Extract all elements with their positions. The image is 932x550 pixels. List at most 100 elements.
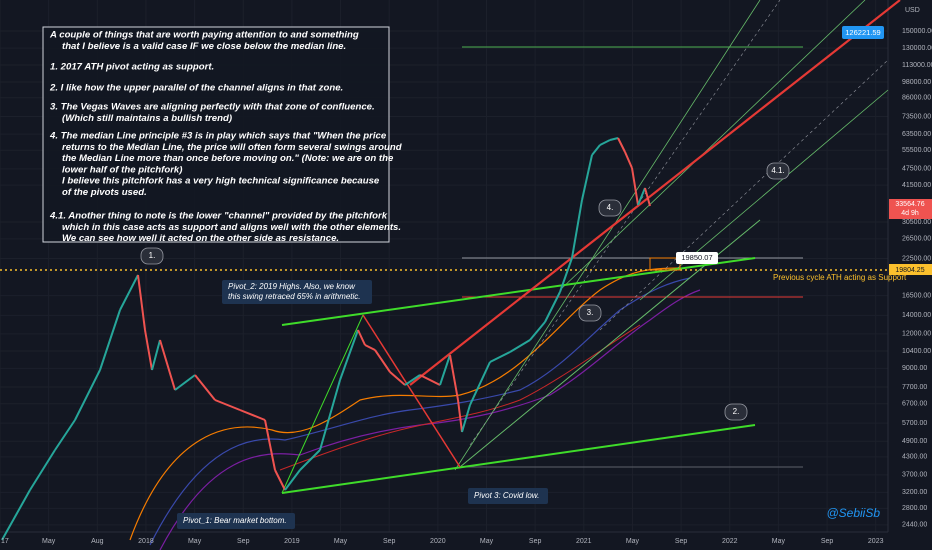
price-segment bbox=[339, 329, 359, 381]
price-segment bbox=[357, 329, 366, 346]
marker-label: 2. bbox=[733, 407, 740, 416]
y-tick-label: 150000.00 bbox=[902, 28, 932, 35]
price-segment bbox=[151, 339, 161, 371]
annotation-line: 4.1. Another thing to note is the lower … bbox=[49, 211, 388, 222]
annotation-line: (Which still maintains a bullish trend) bbox=[62, 113, 232, 124]
x-tick-label: May bbox=[334, 538, 348, 545]
price-segment bbox=[529, 321, 546, 341]
annotation-line: A couple of things that are worth paying… bbox=[49, 30, 359, 41]
x-tick-label: 17 bbox=[1, 538, 9, 545]
price-segment bbox=[137, 274, 146, 331]
price-segment bbox=[264, 419, 276, 471]
pitchfork-leg bbox=[281, 314, 364, 494]
price-segment bbox=[544, 291, 561, 323]
price-segment bbox=[461, 404, 471, 433]
markers: 1. 2. 3. 4. 4.1. bbox=[140, 162, 790, 421]
pitchfork-upper bbox=[281, 257, 756, 326]
channel-line bbox=[559, 0, 866, 291]
y-tick-label: 3200.00 bbox=[902, 489, 927, 496]
watermark: @SebiiSb bbox=[826, 506, 880, 520]
ema-line bbox=[159, 289, 701, 550]
price-series bbox=[1, 137, 651, 541]
price-segment bbox=[194, 374, 216, 401]
median-line bbox=[409, 0, 901, 386]
y-tick-label: 30500.00 bbox=[902, 219, 931, 226]
y-tick-label: 9000.00 bbox=[902, 365, 927, 372]
price-tag bbox=[676, 252, 718, 264]
x-tick-label: Sep bbox=[821, 538, 834, 545]
annotation-text: A couple of things that are worth paying… bbox=[49, 30, 403, 245]
axis-tag-text: 19804.25 bbox=[895, 267, 924, 274]
y-tick-label: 63500.00 bbox=[902, 131, 931, 138]
channel-line bbox=[639, 89, 889, 301]
y-tick-label: 55500.00 bbox=[902, 147, 931, 154]
x-tick-label: May bbox=[188, 538, 202, 545]
price-segment bbox=[489, 351, 511, 363]
y-tick-label: 10400.00 bbox=[902, 348, 931, 355]
x-tick-label: Sep bbox=[383, 538, 396, 545]
price-segment bbox=[624, 151, 633, 169]
marker-bubble bbox=[598, 199, 622, 217]
price-segment bbox=[284, 469, 301, 491]
y-tick-label: 86000.00 bbox=[902, 95, 931, 102]
marker-label: 3. bbox=[587, 308, 594, 317]
price-segment bbox=[274, 469, 286, 491]
annotation-line: that I believe is a valid case IF we clo… bbox=[62, 41, 346, 52]
pitchfork-leg bbox=[362, 314, 461, 468]
annotation-line: returns to the Median Line, the price wi… bbox=[62, 142, 403, 153]
price-segment bbox=[559, 257, 573, 293]
channel-line bbox=[454, 0, 761, 471]
price-segment bbox=[404, 374, 421, 386]
price-tag bbox=[842, 26, 884, 39]
price-segment bbox=[99, 309, 121, 371]
callout-box bbox=[468, 488, 548, 504]
price-segment bbox=[457, 399, 463, 433]
x-tick-label: May bbox=[480, 538, 494, 545]
price-segment bbox=[364, 344, 376, 351]
price-segment bbox=[581, 154, 593, 201]
x-tick-label: May bbox=[42, 538, 56, 545]
price-segment bbox=[509, 339, 531, 353]
price-segment bbox=[644, 187, 651, 207]
annotation-box bbox=[42, 26, 390, 243]
x-tick-label: Aug bbox=[91, 538, 104, 545]
y-tick-label: 6700.00 bbox=[902, 401, 927, 408]
price-segment bbox=[319, 379, 341, 451]
x-tick-label: Sep bbox=[529, 538, 542, 545]
annotation-line: I believe this pitchfork has a very high… bbox=[62, 176, 380, 187]
y-tick-label: 7700.00 bbox=[902, 384, 927, 391]
price-segment bbox=[617, 137, 626, 153]
price-segment bbox=[74, 369, 101, 421]
price-segment bbox=[159, 339, 176, 391]
y-tick-label: 113000.00 bbox=[902, 62, 932, 69]
marker-bubble bbox=[140, 247, 164, 265]
ema-line bbox=[149, 277, 691, 546]
price-segment bbox=[419, 374, 441, 386]
callout-text: Pivot 3: Covid low. bbox=[474, 491, 539, 500]
price-segment bbox=[239, 409, 266, 421]
channel-line bbox=[469, 0, 781, 446]
annotation-line: which in this case acts as support and a… bbox=[62, 222, 401, 233]
marker-label: 4.1. bbox=[771, 166, 784, 175]
price-tag-text: 19850.07 bbox=[681, 253, 712, 262]
marker-bubble bbox=[724, 403, 748, 421]
price-tag-text: 126221.59 bbox=[845, 28, 880, 37]
axis-unit: USD bbox=[905, 7, 920, 14]
annotation-line: 1. 2017 ATH pivot acting as support. bbox=[50, 62, 214, 73]
marker-bubble bbox=[578, 304, 602, 322]
x-tick-label: Sep bbox=[675, 538, 688, 545]
y-tick-label: 2440.00 bbox=[902, 522, 927, 529]
axis-tag-text: 4d 9h bbox=[901, 210, 919, 217]
price-segment bbox=[571, 199, 583, 259]
callout-box bbox=[177, 513, 295, 529]
x-tick-label: May bbox=[626, 538, 640, 545]
price-segment bbox=[54, 419, 76, 451]
price-segment bbox=[609, 137, 619, 141]
price-segment bbox=[299, 449, 321, 471]
price-segment bbox=[591, 144, 601, 156]
y-tick-label: 5700.00 bbox=[902, 420, 927, 427]
x-tick-label: 2023 bbox=[868, 538, 884, 545]
axis-tag bbox=[889, 264, 932, 275]
y-tick-label: 2800.00 bbox=[902, 505, 927, 512]
